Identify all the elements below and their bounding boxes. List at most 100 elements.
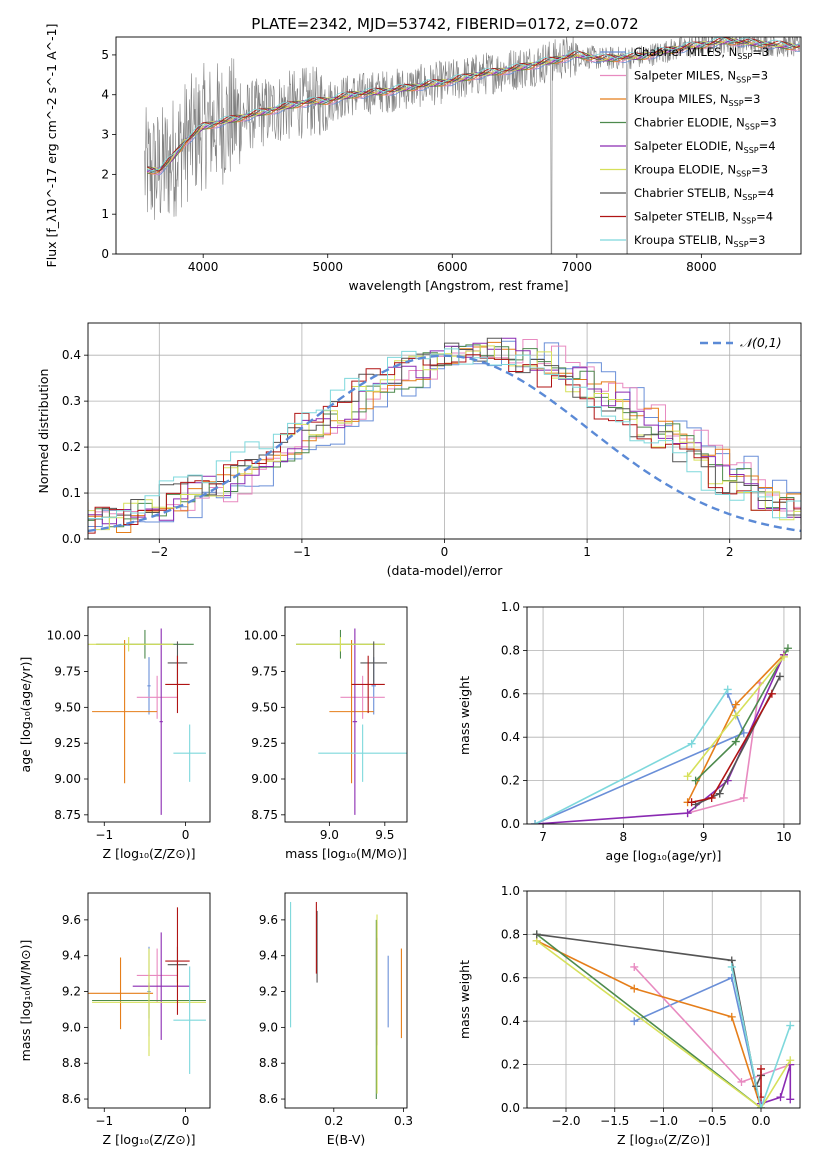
weight-marker xyxy=(776,1093,785,1102)
weight-marker xyxy=(683,772,692,781)
x-tick-label: 4000 xyxy=(188,260,219,274)
weight-line xyxy=(534,654,785,824)
y-axis-label: Normed distribution xyxy=(36,369,51,494)
y-tick-label: 9.50 xyxy=(251,700,278,714)
x-axis-label: Z [log₁₀(Z/Z⊙)] xyxy=(103,846,196,861)
x-tick-label: 2 xyxy=(726,545,734,559)
y-tick-label: 9.75 xyxy=(54,665,81,679)
x-tick-label: −2.0 xyxy=(551,1114,580,1128)
y-tick-label: 1.0 xyxy=(501,600,520,614)
model-line-6 xyxy=(147,37,800,172)
x-tick-label: 0 xyxy=(182,1114,190,1128)
normal-curve xyxy=(88,354,801,533)
x-axis-label: (data-model)/error xyxy=(387,563,504,578)
y-tick-label: 0.2 xyxy=(62,440,81,454)
y-tick-label: 9.2 xyxy=(259,985,278,999)
x-axis-label: age [log₁₀(age/yr)] xyxy=(606,848,722,863)
x-tick-label: −1.0 xyxy=(649,1114,678,1128)
y-tick-label: 5 xyxy=(101,48,109,62)
y-tick-label: 0.0 xyxy=(501,817,520,831)
legend-entry: Kroupa ELODIE, NSSP=3 xyxy=(634,163,768,179)
y-axis-label: age [log₁₀(age/yr)] xyxy=(18,657,33,773)
y-tick-label: 9.00 xyxy=(251,772,278,786)
y-axis-label: mass weight xyxy=(457,676,472,755)
y-tick-label: 0.6 xyxy=(501,971,520,985)
weight-marker xyxy=(757,1064,765,1073)
x-tick-label: 9.0 xyxy=(320,828,339,842)
weight-marker xyxy=(786,1095,795,1104)
weight-marker xyxy=(630,962,639,971)
weight-marker xyxy=(739,793,748,802)
y-tick-label: 1 xyxy=(101,207,109,221)
weight-line xyxy=(536,940,791,1108)
weight-marker xyxy=(731,711,740,720)
y-tick-label: 0.0 xyxy=(62,532,81,546)
plot-area xyxy=(88,337,801,534)
y-tick-label: 8.8 xyxy=(259,1056,278,1070)
y-tick-label: 9.00 xyxy=(54,772,81,786)
panel-spectrum: 4000 5000 6000 7000 8000 0 1 2 3 4 5 wavelength [An… xyxy=(44,24,802,293)
y-tick-label: 9.0 xyxy=(259,1020,278,1034)
y-tick-label: 0.2 xyxy=(501,1058,520,1072)
weight-marker xyxy=(723,685,732,694)
y-tick-label: 0.1 xyxy=(62,486,81,500)
y-tick-label: 3 xyxy=(101,128,109,142)
legend-entry: Chabrier ELODIE, NSSP=3 xyxy=(634,116,777,132)
histogram-6 xyxy=(88,337,801,525)
y-tick-label: 0.8 xyxy=(501,927,520,941)
axes-frame xyxy=(284,606,408,823)
y-tick-label: 0.4 xyxy=(501,730,520,744)
legend-entry: 𝒩(0,1) xyxy=(740,335,782,350)
plot-area xyxy=(531,644,792,824)
histogram-8 xyxy=(88,348,801,519)
weight-marker xyxy=(687,739,696,748)
y-tick-label: 1.0 xyxy=(501,884,520,898)
y-tick-label: 9.6 xyxy=(62,913,81,927)
weight-marker xyxy=(683,809,692,818)
weight-marker xyxy=(531,820,540,824)
model-line-8 xyxy=(146,37,800,171)
y-tick-label: 0.4 xyxy=(62,348,81,362)
weight-marker xyxy=(630,984,639,993)
histogram-7 xyxy=(88,354,801,534)
weight-marker xyxy=(727,1012,736,1021)
legend-entry: Salpeter MILES, NSSP=3 xyxy=(634,69,768,85)
legend-entry: Chabrier MILES, NSSP=3 xyxy=(634,45,769,61)
weight-marker xyxy=(786,1021,795,1030)
y-tick-label: 4 xyxy=(101,88,109,102)
x-tick-label: 7000 xyxy=(562,260,593,274)
axes-frame xyxy=(87,322,802,540)
y-tick-label: 0.6 xyxy=(501,687,520,701)
y-tick-label: 2 xyxy=(101,167,109,181)
y-tick-label: 0.0 xyxy=(501,1101,520,1115)
x-tick-label: 5000 xyxy=(312,260,343,274)
weight-marker xyxy=(707,793,716,802)
panel-mass-weight-vs-Z: −2.0 −1.5 −1.0 −0.5 0.0 0.0 0.2 0.4 0.6 0.8 1.0 Z [… xyxy=(457,884,801,1147)
y-axis-label: mass [log₁₀(M/M⊙)] xyxy=(18,940,33,1062)
page-title: PLATE=2342, MJD=53742, FIBERID=0172, z=0… xyxy=(251,15,638,33)
y-tick-label: 9.75 xyxy=(251,665,278,679)
y-tick-label: 8.6 xyxy=(259,1092,278,1106)
panel-age-vs-Z: −1 0 8.75 9.00 9.25 9.50 9.75 10.00 Z [log₁₀(Z/Z… xyxy=(18,606,211,861)
y-tick-label: 9.4 xyxy=(62,949,81,963)
x-tick-label: 7 xyxy=(539,830,547,844)
x-tick-label: −1 xyxy=(293,545,311,559)
plot-area xyxy=(88,628,206,815)
panel-mass-vs-EBV: 0.2 0.3 8.6 8.8 9.0 9.2 9.4 9.6 E(B-V) xyxy=(259,892,413,1147)
plot-area xyxy=(290,901,402,1100)
panel-mass-vs-Z: −1 0 8.6 8.8 9.0 9.2 9.4 9.6 Z [log₁₀(Z/Z⊙)] mass… xyxy=(18,892,211,1147)
weight-line xyxy=(536,940,762,1108)
plot-area xyxy=(144,37,801,254)
x-tick-label: 9 xyxy=(700,830,708,844)
panel-age-vs-mass: 9.0 9.5 8.75 9.00 9.25 9.50 9.75 10.00 mass [log… xyxy=(244,606,408,861)
legend-entry: Kroupa STELIB, NSSP=3 xyxy=(634,233,765,249)
y-tick-label: 8.8 xyxy=(62,1056,81,1070)
y-tick-label: 0.8 xyxy=(501,643,520,657)
weight-marker xyxy=(786,1056,795,1065)
weight-marker xyxy=(757,1104,765,1108)
legend-entry: Salpeter STELIB, NSSP=4 xyxy=(634,210,773,226)
weight-marker xyxy=(715,789,724,798)
x-tick-label: 0.3 xyxy=(394,1114,413,1128)
x-axis-label: mass [log₁₀(M/M⊙)] xyxy=(285,846,407,861)
